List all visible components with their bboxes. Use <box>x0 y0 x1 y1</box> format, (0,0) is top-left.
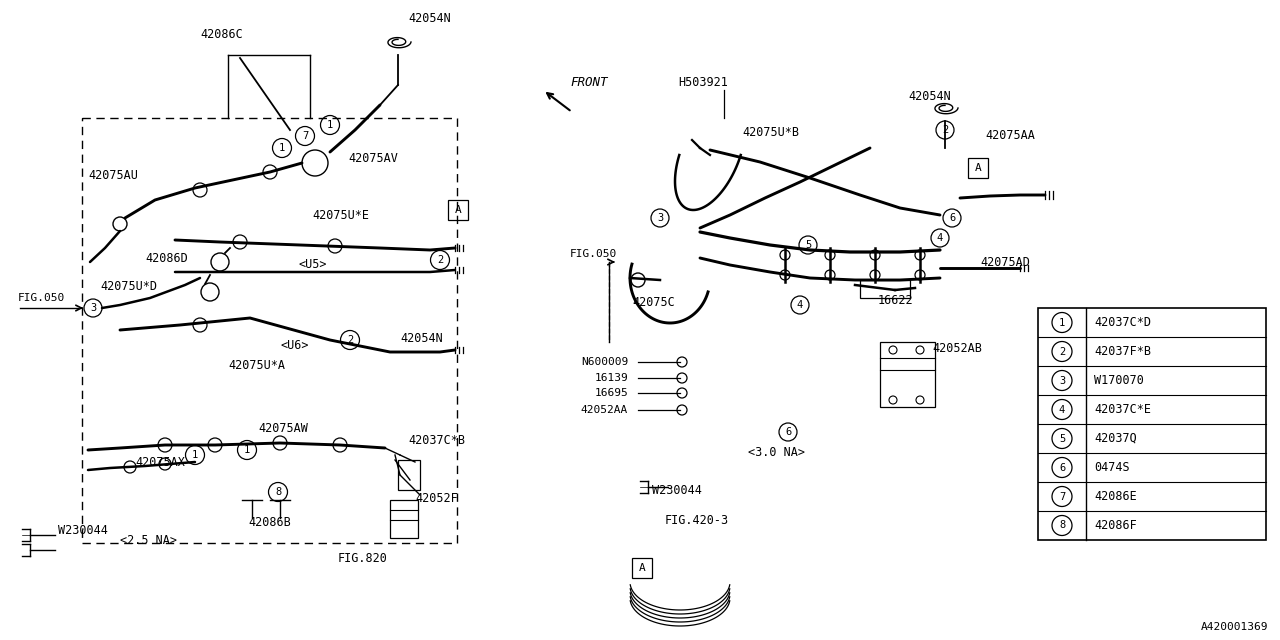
Text: 16695: 16695 <box>594 388 628 398</box>
Text: 42075AD: 42075AD <box>980 255 1030 269</box>
Text: 42052AA: 42052AA <box>581 405 628 415</box>
Text: 42075U*A: 42075U*A <box>228 358 285 371</box>
Text: 7: 7 <box>1059 492 1065 502</box>
Text: A: A <box>974 163 982 173</box>
Text: 42086F: 42086F <box>1094 519 1137 532</box>
Text: 42075U*D: 42075U*D <box>100 280 157 292</box>
Text: 42075AA: 42075AA <box>986 129 1034 141</box>
Text: 5: 5 <box>805 240 812 250</box>
Bar <box>860 280 910 298</box>
Text: 7: 7 <box>302 131 308 141</box>
Text: 42054N: 42054N <box>408 12 451 24</box>
Text: FIG.050: FIG.050 <box>18 293 65 303</box>
Text: 16139: 16139 <box>594 373 628 383</box>
Text: 42052AB: 42052AB <box>932 342 982 355</box>
Text: 42086B: 42086B <box>248 515 291 529</box>
Bar <box>390 500 419 538</box>
Text: 42037Q: 42037Q <box>1094 432 1137 445</box>
Text: W230044: W230044 <box>58 524 108 536</box>
Text: 1: 1 <box>192 450 198 460</box>
Text: <3.0 NA>: <3.0 NA> <box>748 445 805 458</box>
Text: 42054N: 42054N <box>401 332 443 344</box>
Bar <box>398 460 420 490</box>
Bar <box>448 200 468 220</box>
Text: 6: 6 <box>785 427 791 437</box>
Text: 42075AU: 42075AU <box>88 168 138 182</box>
Text: 42037C*E: 42037C*E <box>1094 403 1151 416</box>
Text: 42086C: 42086C <box>201 28 243 40</box>
Text: 16622: 16622 <box>878 294 914 307</box>
Text: 42075U*E: 42075U*E <box>312 209 369 221</box>
Text: 8: 8 <box>275 487 282 497</box>
Text: 42037C*D: 42037C*D <box>1094 316 1151 329</box>
Text: 1: 1 <box>244 445 250 455</box>
Text: 42037F*B: 42037F*B <box>1094 345 1151 358</box>
Text: 42086E: 42086E <box>1094 490 1137 503</box>
Text: N600009: N600009 <box>581 357 628 367</box>
Text: 42075AX: 42075AX <box>134 456 184 468</box>
Text: 2: 2 <box>347 335 353 345</box>
Text: FIG.420-3: FIG.420-3 <box>666 513 730 527</box>
Text: 6: 6 <box>948 213 955 223</box>
Text: W170070: W170070 <box>1094 374 1144 387</box>
Text: FIG.820: FIG.820 <box>338 552 388 564</box>
Text: 4: 4 <box>937 233 943 243</box>
Text: 0474S: 0474S <box>1094 461 1130 474</box>
Text: 42052F: 42052F <box>415 492 458 504</box>
Text: 6: 6 <box>1059 463 1065 472</box>
Text: A: A <box>454 205 461 215</box>
Text: H503921: H503921 <box>678 76 728 88</box>
Text: 8: 8 <box>1059 520 1065 531</box>
Text: <2.5 NA>: <2.5 NA> <box>120 534 177 547</box>
Text: 4: 4 <box>797 300 803 310</box>
Text: 42037C*B: 42037C*B <box>408 433 465 447</box>
Text: 5: 5 <box>1059 433 1065 444</box>
Text: <U6>: <U6> <box>280 339 308 351</box>
Bar <box>881 342 934 407</box>
Text: FIG.050: FIG.050 <box>570 249 617 259</box>
Text: 42086D: 42086D <box>145 252 188 264</box>
Text: 2: 2 <box>1059 346 1065 356</box>
Text: 2: 2 <box>942 125 948 135</box>
Text: 3: 3 <box>1059 376 1065 385</box>
Text: 42054N: 42054N <box>908 90 951 102</box>
Text: A420001369: A420001369 <box>1201 622 1268 632</box>
Text: 2: 2 <box>436 255 443 265</box>
Text: 42075U*B: 42075U*B <box>742 125 799 138</box>
Bar <box>82 118 457 543</box>
Text: A: A <box>639 563 645 573</box>
Bar <box>1038 308 1266 540</box>
Text: W230044: W230044 <box>652 483 701 497</box>
Text: 1: 1 <box>1059 317 1065 328</box>
Text: 3: 3 <box>657 213 663 223</box>
Bar <box>632 558 652 578</box>
Text: 1: 1 <box>279 143 285 153</box>
Text: 4: 4 <box>1059 404 1065 415</box>
Text: 3: 3 <box>90 303 96 313</box>
Text: 42075AV: 42075AV <box>348 152 398 164</box>
Text: FRONT: FRONT <box>570 76 608 88</box>
Bar <box>968 158 988 178</box>
Text: <U5>: <U5> <box>298 257 326 271</box>
Text: 1: 1 <box>326 120 333 130</box>
Text: 42075AW: 42075AW <box>259 422 308 435</box>
Text: 42075C: 42075C <box>632 296 675 308</box>
